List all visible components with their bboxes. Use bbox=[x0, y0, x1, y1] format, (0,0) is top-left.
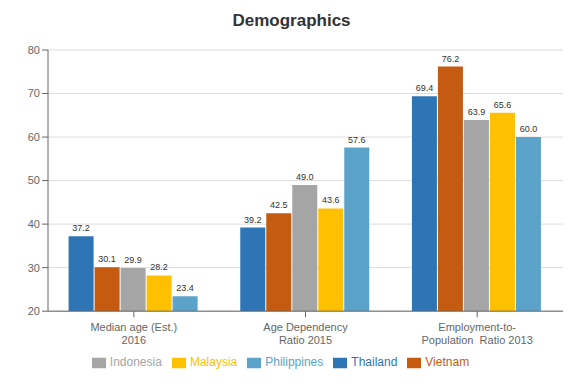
svg-text:39.2: 39.2 bbox=[244, 215, 262, 225]
svg-text:Age DependencyRatio 2015: Age DependencyRatio 2015 bbox=[263, 321, 348, 346]
html-text:Demographics: Demographics bbox=[232, 11, 351, 30]
html-text:Thailand: Thailand bbox=[351, 355, 398, 370]
svg-text:30: 30 bbox=[28, 262, 40, 274]
svg-text:50: 50 bbox=[28, 174, 40, 186]
html-text:Philippines: Philippines bbox=[265, 355, 324, 370]
svg-text:43.6: 43.6 bbox=[322, 195, 340, 205]
svg-text:49.0: 49.0 bbox=[296, 172, 314, 182]
html-text:Malaysia: Malaysia bbox=[189, 355, 238, 370]
svg-text:Median age (Est.)2016: Median age (Est.)2016 bbox=[90, 321, 177, 346]
svg-text:Employment-to-Population Rati: Employment-to-Population Ratio 2013 bbox=[422, 321, 533, 346]
html-text:Indonesia: Indonesia bbox=[109, 355, 162, 370]
svg-text:57.6: 57.6 bbox=[348, 135, 366, 145]
html-text:Vietnam: Vietnam bbox=[425, 355, 470, 370]
svg-text:76.2: 76.2 bbox=[442, 54, 460, 64]
svg-text:40: 40 bbox=[28, 218, 40, 230]
svg-text:60: 60 bbox=[28, 131, 40, 143]
svg-text:42.5: 42.5 bbox=[270, 200, 288, 210]
svg-text:60.0: 60.0 bbox=[520, 124, 538, 134]
svg-text:29.9: 29.9 bbox=[124, 255, 142, 265]
svg-text:30.1: 30.1 bbox=[98, 254, 116, 264]
svg-text:20: 20 bbox=[28, 305, 40, 317]
svg-text:63.9: 63.9 bbox=[468, 107, 486, 117]
svg-text:80: 80 bbox=[28, 44, 40, 56]
svg-text:23.4: 23.4 bbox=[176, 283, 194, 293]
svg-text:65.6: 65.6 bbox=[494, 100, 512, 110]
svg-text:37.2: 37.2 bbox=[72, 223, 90, 233]
svg-text:69.4: 69.4 bbox=[416, 83, 434, 93]
svg-text:28.2: 28.2 bbox=[150, 262, 168, 272]
svg-text:70: 70 bbox=[28, 87, 40, 99]
